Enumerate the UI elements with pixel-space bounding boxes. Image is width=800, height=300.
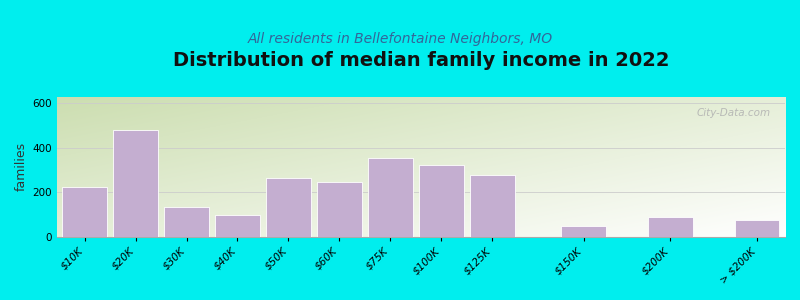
Text: All residents in Bellefontaine Neighbors, MO: All residents in Bellefontaine Neighbors… (247, 32, 553, 46)
Bar (562, 226, 606, 237)
Title: Distribution of median family income in 2022: Distribution of median family income in … (173, 51, 669, 70)
Bar (734, 220, 779, 237)
Bar (164, 207, 209, 237)
Bar (368, 158, 413, 237)
Y-axis label: families: families (15, 142, 28, 191)
Bar (62, 187, 107, 237)
Bar (113, 130, 158, 237)
Bar (418, 164, 464, 237)
Bar (317, 182, 362, 237)
Bar (648, 217, 693, 237)
Text: City-Data.com: City-Data.com (696, 108, 770, 118)
Bar (215, 214, 260, 237)
Bar (470, 175, 514, 237)
Bar (266, 178, 311, 237)
